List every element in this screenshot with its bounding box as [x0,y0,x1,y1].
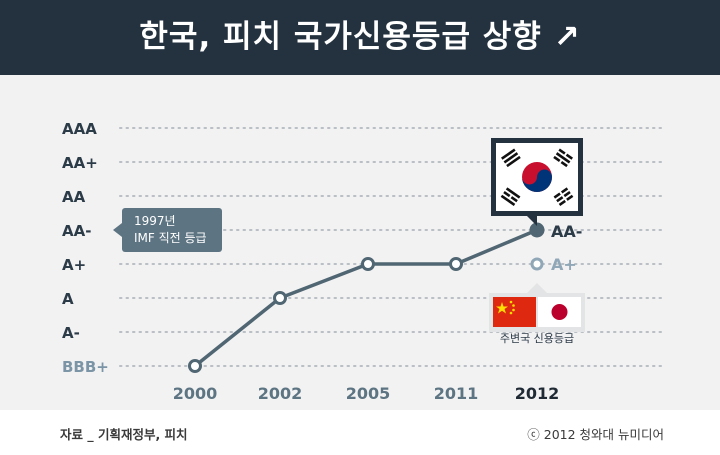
korea-flag-trigrams [500,148,574,206]
data-point-2000 [188,359,202,373]
x-tick-label: 2002 [258,384,303,403]
imf-annotation-box [122,208,222,252]
data-point-2002 [273,291,287,305]
y-tick-label: AA [62,188,86,206]
y-tick-label: AA- [62,222,91,240]
y-tick-label: A [62,290,74,308]
source-note: 자료 _ 기획재정부, 피치 [60,427,188,442]
imf-annotation-pointer [113,223,122,237]
x-tick-label: 2000 [173,384,218,403]
imf-annotation-text: IMF 직전 등급 [134,231,207,245]
korea-flag-pointer [527,216,537,226]
neighbor-ratings-label: 주변국 신용등급 [500,332,574,345]
chart-background [0,75,720,410]
copyright-note: ⓒ 2012 청와대 뉴미디어 [527,427,664,442]
korea-flag-icon [491,138,583,226]
neighbor-flags: 주변국 신용등급 [489,283,585,345]
x-tick-label: 2011 [434,384,479,403]
china-flag-icon [493,297,536,327]
y-tick-label: A+ [62,256,86,274]
y-tick-label: A- [62,324,80,342]
data-point-2005 [361,257,375,271]
data-point-2011 [449,257,463,271]
previous-rating-point [530,257,544,271]
title-banner [0,0,720,75]
imf-annotation: 1997년 IMF 직전 등급 [113,208,222,252]
current-rating-label: AA- [551,222,582,241]
x-tick-label: 2012 [515,384,560,403]
y-tick-label: BBB+ [62,358,109,376]
y-tick-label: AA+ [62,154,98,172]
previous-rating-label: A+ [551,255,577,274]
korea-flag-taeguk-blue [522,169,553,192]
neighbor-flags-pointer [527,283,547,293]
japan-flag-icon [538,297,581,327]
imf-annotation-year: 1997년 [134,214,176,228]
page-title: 한국, 피치 국가신용등급 상향 ↗ [139,19,581,55]
x-tick-label: 2005 [346,384,391,403]
y-tick-label: AAA [62,120,97,138]
